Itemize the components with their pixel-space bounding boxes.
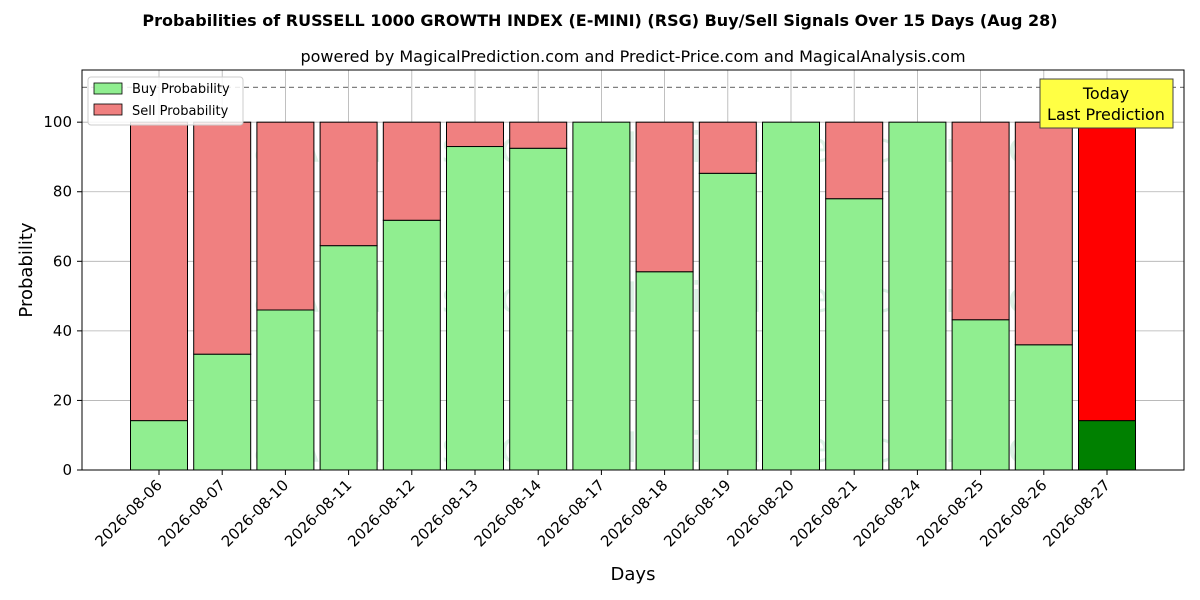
buy-bar [635, 271, 694, 471]
legend-frame [87, 76, 244, 126]
x-tick-label: 2026-08-27 [1039, 476, 1113, 550]
x-tick-label: 2026-08-20 [723, 476, 797, 550]
x-tick-label: 2026-08-07 [155, 476, 229, 550]
buy-bar [888, 121, 947, 471]
legend-sell-swatch [93, 103, 123, 116]
y-tick-label: 80 [53, 183, 72, 201]
x-tick-label: 2026-08-25 [913, 476, 987, 550]
x-tick-label: 2026-08-24 [850, 476, 924, 550]
sell-bar [319, 121, 378, 247]
sell-bar [193, 121, 252, 355]
sell-bar [951, 121, 1010, 321]
sell-bar [635, 121, 694, 273]
y-tick-label: 100 [43, 113, 72, 131]
buy-bar [130, 420, 188, 471]
buy-bar [509, 147, 568, 471]
today-annotation-box [1039, 78, 1174, 129]
plot-frame [81, 69, 1185, 471]
sell-bar [825, 121, 884, 200]
buy-bar [1014, 344, 1073, 471]
x-axis-label: Days [611, 564, 656, 585]
buy-bar [698, 172, 757, 471]
bars-group [130, 121, 1136, 471]
buy-bar [1078, 420, 1136, 471]
x-tick-label: 2026-08-21 [787, 476, 861, 550]
buy-bar [762, 121, 820, 471]
y-axis-label: Probability [16, 222, 37, 317]
sell-bar [509, 121, 568, 149]
y-tick-label: 40 [53, 322, 72, 340]
buy-bar [572, 121, 631, 471]
buy-bar [825, 198, 884, 471]
buy-bar [446, 146, 504, 471]
x-tick-label: 2026-08-14 [471, 476, 545, 550]
sell-bar [446, 121, 504, 148]
legend: Buy Probability Sell Probability [87, 76, 244, 126]
today-annotation: Today Last Prediction [1039, 78, 1174, 129]
legend-buy-swatch [93, 82, 123, 95]
chart-subtitle: powered by MagicalPrediction.com and Pre… [300, 47, 965, 66]
buy-bar [193, 353, 252, 471]
today-annotation-line1: Today [1082, 84, 1129, 103]
x-tick-label: 2026-08-06 [91, 476, 165, 550]
sell-bar [698, 121, 757, 174]
x-tick-label: 2026-08-17 [534, 476, 608, 550]
sell-bar [256, 121, 315, 311]
sell-bar [1078, 121, 1136, 422]
x-tick-label: 2026-08-10 [218, 476, 292, 550]
y-axis-ticks: 0 20 40 60 80 100 [43, 113, 82, 479]
buy-bar [256, 309, 315, 471]
y-tick-label: 0 [62, 461, 72, 479]
x-tick-label: 2026-08-12 [344, 476, 418, 550]
x-axis-ticks: 2026-08-062026-08-072026-08-102026-08-11… [91, 470, 1114, 550]
y-tick-label: 60 [53, 252, 72, 270]
sell-bar [130, 121, 188, 422]
buy-bar [382, 219, 441, 471]
x-tick-label: 2026-08-13 [407, 476, 481, 550]
chart-title: Probabilities of RUSSELL 1000 GROWTH IND… [142, 11, 1057, 30]
today-annotation-line2: Last Prediction [1047, 105, 1165, 124]
x-tick-label: 2026-08-19 [660, 476, 734, 550]
buy-bar [319, 245, 378, 471]
x-tick-label: 2026-08-26 [976, 476, 1050, 550]
sell-bar [1014, 121, 1073, 346]
buy-bar [951, 319, 1010, 471]
legend-sell-label: Sell Probability [132, 104, 229, 119]
x-tick-label: 2026-08-11 [281, 476, 355, 550]
legend-buy-label: Buy Probability [132, 82, 230, 97]
x-tick-label: 2026-08-18 [597, 476, 671, 550]
sell-bar [382, 121, 441, 221]
y-tick-label: 20 [53, 391, 72, 409]
